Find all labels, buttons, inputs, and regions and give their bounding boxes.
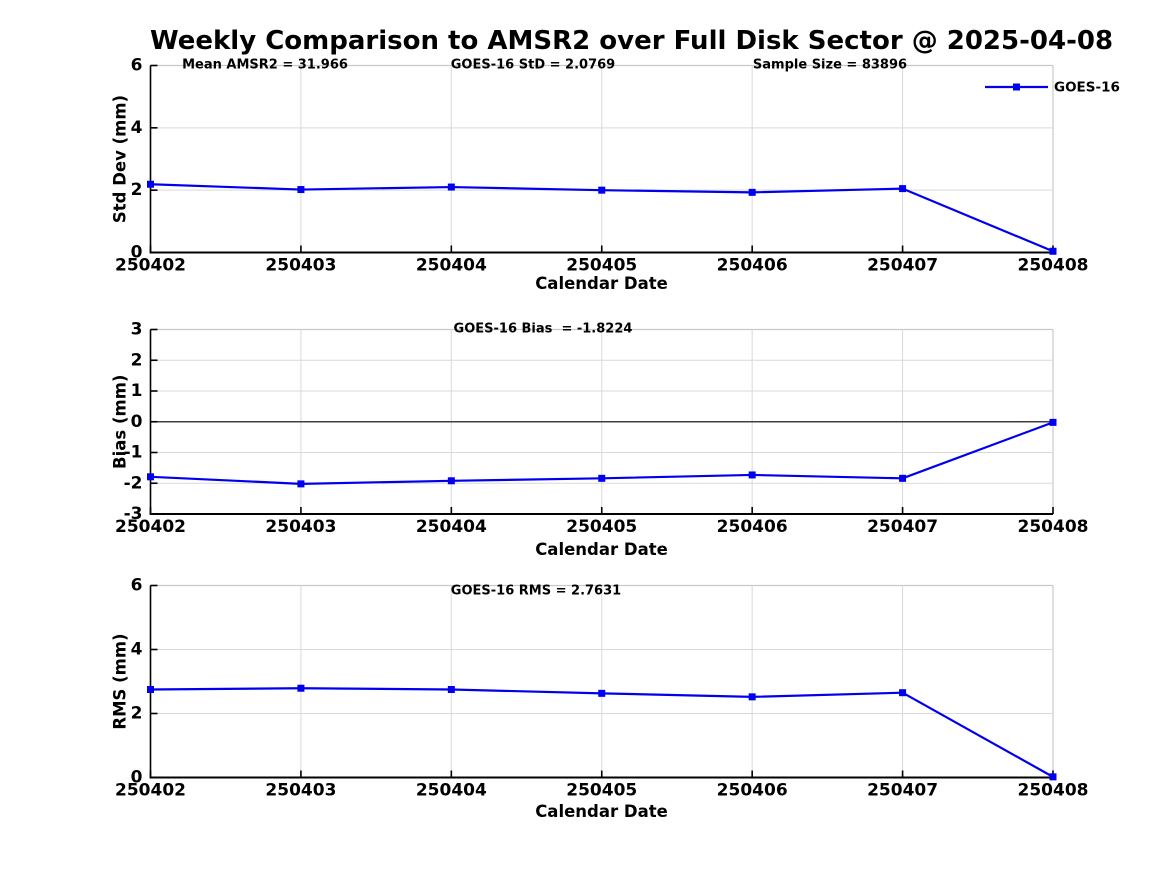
subplot-rms: 250402 250403 250404 250405 250406 250407 2504… xyxy=(115,576,1088,801)
data-point-marker xyxy=(447,477,455,485)
x-tick-label: 250408 xyxy=(1018,781,1089,801)
y-tick-label: 2 xyxy=(131,180,143,200)
x-tick-label: 250404 xyxy=(416,781,487,801)
subplot-bias: 250402 250403 250404 250405 250406 250407 2504… xyxy=(115,320,1088,538)
y-tick-label: -1 xyxy=(124,443,143,463)
data-point-marker xyxy=(899,474,907,482)
data-point-marker xyxy=(297,186,305,194)
data-point-marker xyxy=(447,183,455,191)
y-axis-label-bias: Bias (mm) xyxy=(111,375,130,469)
x-axis-label-stddev: Calendar Date xyxy=(535,274,668,293)
data-point-marker xyxy=(297,480,305,488)
data-point-marker xyxy=(899,185,907,193)
data-point-marker xyxy=(1049,773,1057,781)
y-tick-label: 4 xyxy=(131,118,143,138)
x-tick-label: 250405 xyxy=(566,256,637,276)
generated-chart-layers: 250402 250403 250404 250405 250406 250407 2504… xyxy=(115,56,1088,801)
x-tick-label: 250407 xyxy=(867,781,938,801)
x-tick-label: 250407 xyxy=(867,517,938,537)
annotation-goes16-rms: GOES-16 RMS = 2.7631 xyxy=(451,584,621,599)
x-tick-label: 250404 xyxy=(416,517,487,537)
data-point-marker xyxy=(147,686,154,693)
y-tick-label: 0 xyxy=(131,768,143,788)
y-tick-label: -2 xyxy=(124,473,143,493)
y-tick-label: 0 xyxy=(131,243,143,263)
y-tick-label: -3 xyxy=(124,504,143,524)
x-tick-label: 250408 xyxy=(1018,256,1089,276)
x-axis-label-rms: Calendar Date xyxy=(535,802,668,821)
x-tick-label: 250407 xyxy=(867,256,938,276)
y-tick-label: 6 xyxy=(131,56,143,76)
x-tick-label: 250406 xyxy=(717,256,788,276)
y-axis-label-rms: RMS (mm) xyxy=(111,633,130,729)
subplot-stddev: 250402 250403 250404 250405 250406 250407 2504… xyxy=(115,56,1088,276)
data-point-marker xyxy=(598,186,606,194)
y-tick-label: 6 xyxy=(131,576,143,596)
annotation-mean-amsr2: Mean AMSR2 = 31.966 xyxy=(182,58,348,73)
x-tick-label: 250403 xyxy=(265,781,336,801)
data-point-marker xyxy=(147,473,154,481)
y-tick-label: 0 xyxy=(131,412,143,432)
data-point-marker xyxy=(899,689,907,697)
x-tick-label: 250402 xyxy=(115,256,186,276)
x-tick-label: 250406 xyxy=(717,517,788,537)
x-tick-label: 250402 xyxy=(115,517,186,537)
y-tick-label: 1 xyxy=(131,381,143,401)
annotation-sample-size: Sample Size = 83896 xyxy=(753,58,907,73)
data-point-marker xyxy=(748,693,756,701)
y-tick-label: 2 xyxy=(131,704,143,724)
data-point-marker xyxy=(598,689,606,697)
legend-label: GOES-16 xyxy=(1054,80,1120,96)
legend-marker-icon xyxy=(1013,83,1020,91)
x-tick-label: 250408 xyxy=(1018,517,1089,537)
y-tick-label: 3 xyxy=(131,320,143,340)
annotation-goes16-std: GOES-16 StD = 2.0769 xyxy=(451,58,615,73)
x-tick-label: 250402 xyxy=(115,781,186,801)
data-point-marker xyxy=(1049,247,1057,255)
data-point-marker xyxy=(147,180,154,188)
data-point-marker xyxy=(748,188,756,196)
y-tick-label: 4 xyxy=(131,640,143,660)
data-point-marker xyxy=(598,474,606,482)
data-point-marker xyxy=(748,471,756,479)
y-axis-label-stddev: Std Dev (mm) xyxy=(111,95,130,223)
x-tick-label: 250404 xyxy=(416,256,487,276)
y-tick-label: 2 xyxy=(131,350,143,370)
x-tick-label: 250403 xyxy=(265,517,336,537)
x-tick-label: 250405 xyxy=(566,781,637,801)
annotation-goes16-bias: GOES-16 Bias = -1.8224 xyxy=(454,322,633,337)
legend: GOES-16 xyxy=(985,80,1120,96)
data-point-marker xyxy=(447,686,455,693)
chart-title: Weekly Comparison to AMSR2 over Full Dis… xyxy=(150,26,1114,56)
x-tick-label: 250405 xyxy=(566,517,637,537)
x-axis-label-bias: Calendar Date xyxy=(535,540,668,559)
data-point-marker xyxy=(297,684,305,692)
x-tick-label: 250403 xyxy=(265,256,336,276)
x-tick-label: 250406 xyxy=(717,781,788,801)
data-point-marker xyxy=(1049,418,1057,426)
